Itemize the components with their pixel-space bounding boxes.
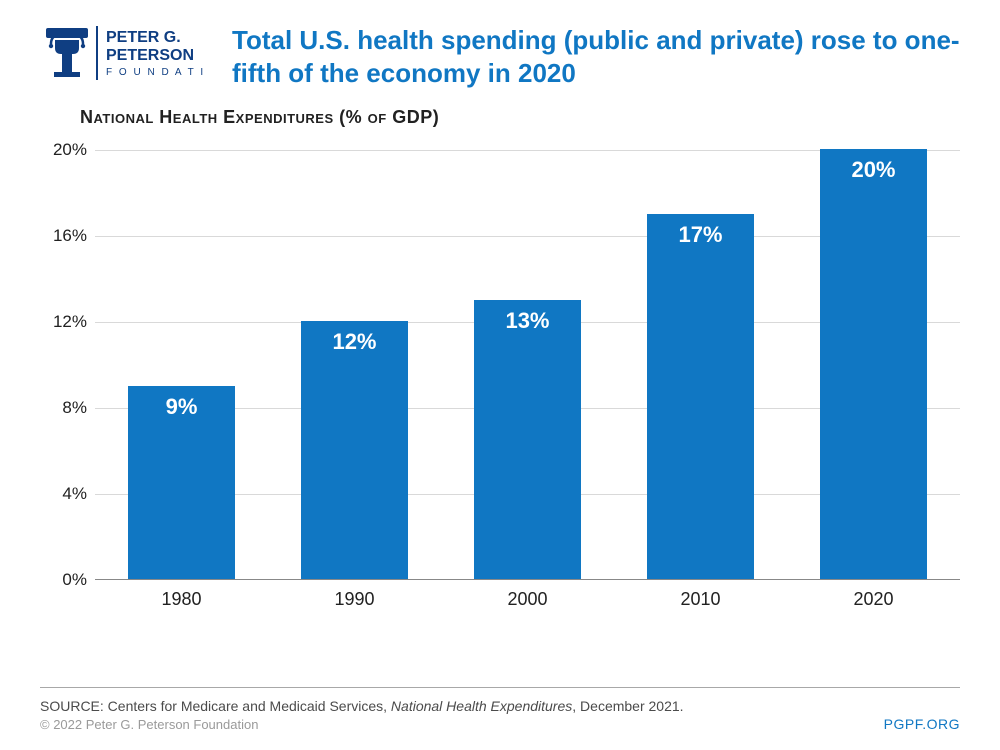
y-tick-label: 16% <box>37 226 87 246</box>
source-italic: National Health Expenditures <box>391 698 572 714</box>
y-tick-label: 12% <box>37 312 87 332</box>
x-tick-label: 1990 <box>334 589 374 610</box>
logo-line2: PETERSON <box>106 47 194 64</box>
source-prefix: SOURCE: Centers for Medicare and Medicai… <box>40 698 391 714</box>
x-tick-label: 2010 <box>680 589 720 610</box>
y-tick-label: 0% <box>37 570 87 590</box>
y-tick-label: 20% <box>37 140 87 160</box>
bar: 20% <box>820 149 927 579</box>
bar: 17% <box>647 214 754 580</box>
bar-value-label: 13% <box>474 308 581 334</box>
header: PETER G. PETERSON F O U N D A T I O N To… <box>0 0 1000 89</box>
bar: 9% <box>128 386 235 580</box>
x-tick-label: 2020 <box>853 589 893 610</box>
copyright-text: © 2022 Peter G. Peterson Foundation <box>40 717 960 732</box>
bar-value-label: 9% <box>128 394 235 420</box>
foundation-logo: PETER G. PETERSON F O U N D A T I O N <box>40 22 210 89</box>
bar: 13% <box>474 300 581 580</box>
bar-chart: 9% 12% 13% 17% 20% 0% 4% 8% 12% 16% 20% 1980 1990 20… <box>40 150 960 620</box>
source-text: SOURCE: Centers for Medicare and Medicai… <box>40 698 960 714</box>
x-tick-label: 1980 <box>161 589 201 610</box>
bar: 12% <box>301 321 408 579</box>
logo-line1: PETER G. <box>106 29 181 46</box>
chart-subtitle: National Health Expenditures (% of GDP) <box>0 89 1000 128</box>
bar-value-label: 20% <box>820 157 927 183</box>
y-tick-label: 4% <box>37 484 87 504</box>
y-tick-label: 8% <box>37 398 87 418</box>
source-suffix: , December 2021. <box>572 698 683 714</box>
chart-title: Total U.S. health spending (public and p… <box>232 22 960 89</box>
logo-line3: F O U N D A T I O N <box>106 67 210 78</box>
bar-value-label: 12% <box>301 329 408 355</box>
footer: SOURCE: Centers for Medicare and Medicai… <box>40 687 960 732</box>
x-tick-label: 2000 <box>507 589 547 610</box>
plot-area: 9% 12% 13% 17% 20% <box>95 150 960 580</box>
bar-value-label: 17% <box>647 222 754 248</box>
site-link[interactable]: PGPF.ORG <box>884 716 960 732</box>
